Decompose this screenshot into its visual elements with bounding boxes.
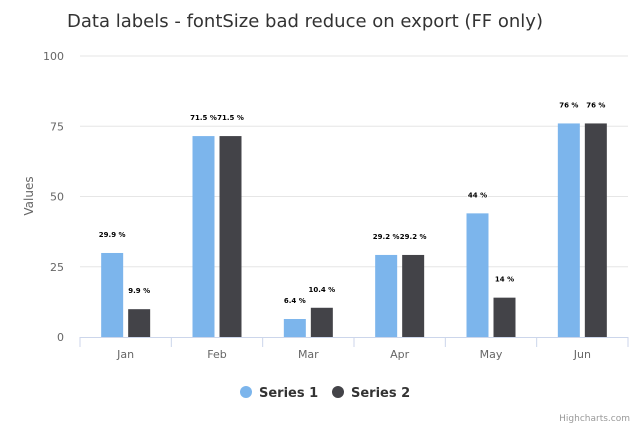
y-tick-label: 50 [50,191,64,204]
legend-label: Series 2 [351,386,410,401]
bar[interactable]: Series 1: 6.4 [283,319,306,337]
x-tick-label: May [480,348,503,361]
chart-title: Data labels - fontSize bad reduce on exp… [67,11,543,32]
data-label: 9.9 % [128,287,150,295]
data-label: 71.5 % [217,114,244,122]
legend-symbol [332,386,344,398]
credits-link[interactable]: Highcharts.com [559,414,630,424]
x-axis: Jan Feb Mar Apr May Jun [79,337,629,361]
y-axis-title: Values [22,176,36,215]
data-label: 76 % [559,101,578,109]
data-label: 10.4 % [308,286,335,294]
data-label: 29.2 % [400,233,427,241]
bar-layer: Series 1: 29.9 Series 1: 71.5 Series 1: 6.… [101,123,607,337]
legend-item[interactable]: Series 2 [332,386,410,401]
x-tick-label: Apr [390,348,410,361]
legend[interactable]: Series 1 Series 2 [240,386,410,401]
legend-label: Series 1 [259,386,318,401]
data-label: 44 % [468,191,487,199]
data-label: 76 % [586,101,605,109]
legend-item[interactable]: Series 1 [240,386,318,401]
y-tick-label: 0 [57,331,64,344]
data-label: 71.5 % [190,114,217,122]
bar[interactable]: Series 2: 76 [584,123,607,337]
bar[interactable]: Series 1: 76 [557,123,580,337]
bar[interactable]: Series 2: 14 [493,297,516,337]
data-label: 6.4 % [284,297,306,305]
bar[interactable]: Series 1: 71.5 [192,136,215,337]
grid-layer: 0 25 50 75 100 [43,50,628,344]
legend-symbol [240,386,252,398]
x-tick-label: Jan [116,348,134,361]
bar[interactable]: Series 1: 29.2 [375,254,398,337]
y-tick-label: 100 [43,50,64,63]
x-tick-label: Feb [207,348,226,361]
data-label: 29.9 % [99,231,126,239]
data-label-layer: 29.9 % 71.5 % 6.4 % 29.2 % 44 % 76 % 9.9 % 71.5… [98,100,607,306]
data-label: 14 % [495,276,514,284]
bar[interactable]: Series 2: 10.4 [310,307,333,337]
bar[interactable]: Series 1: 44 [466,213,489,337]
y-tick-label: 25 [50,261,64,274]
x-tick-label: Mar [298,348,319,361]
y-tick-label: 75 [50,120,64,133]
data-label: 29.2 % [373,233,400,241]
bar[interactable]: Series 1: 29.9 [101,252,124,337]
x-tick-label: Jun [573,348,591,361]
bar[interactable]: Series 2: 71.5 [219,136,242,337]
bar[interactable]: Series 2: 29.2 [402,254,425,337]
bar[interactable]: Series 2: 9.9 [128,309,151,337]
